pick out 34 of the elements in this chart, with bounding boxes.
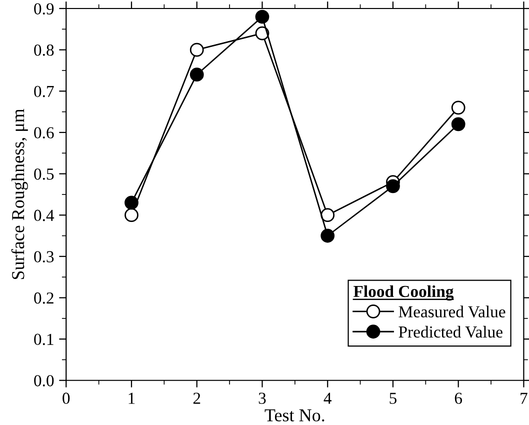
y-axis-title: Surface Roughness, μm	[11, 108, 28, 280]
y-tick-label: 0.3	[34, 251, 54, 262]
legend-label: Predicted Value	[398, 326, 502, 338]
point	[190, 42, 204, 57]
point	[255, 26, 270, 40]
x-tick-label: 3	[258, 392, 266, 404]
y-tick-label: 0.6	[34, 127, 54, 138]
y-tick-label: 0.1	[34, 334, 54, 346]
point	[255, 10, 270, 24]
x-tick-label: 2	[193, 392, 200, 404]
y-tick-label: 0.7	[34, 86, 54, 98]
legend-label: Measured Value	[398, 306, 506, 318]
x-tick-label: 0	[62, 392, 70, 404]
x-tick-label: 7	[520, 392, 528, 404]
y-tick-label: 0.5	[34, 168, 54, 180]
legend-title: Flood Cooling	[354, 285, 454, 301]
point	[451, 117, 466, 132]
y-tick-label: 0.9	[34, 3, 54, 15]
y-tick-label: 0.4	[34, 210, 54, 222]
point	[320, 228, 335, 243]
point	[124, 208, 138, 222]
point	[124, 196, 138, 210]
x-tick-label: 6	[454, 392, 462, 404]
x-tick-label: 4	[324, 392, 332, 404]
y-tick-label: 0.2	[34, 292, 54, 304]
x-axis-title: Test No.	[264, 409, 324, 422]
y-tick-label: 0.0	[34, 375, 54, 386]
point	[320, 208, 335, 222]
point	[190, 68, 204, 82]
y-tick-label: 0.8	[34, 44, 54, 56]
point	[386, 179, 400, 194]
point	[451, 100, 466, 115]
x-tick-label: 1	[128, 392, 135, 404]
x-tick-label: 5	[390, 392, 396, 404]
